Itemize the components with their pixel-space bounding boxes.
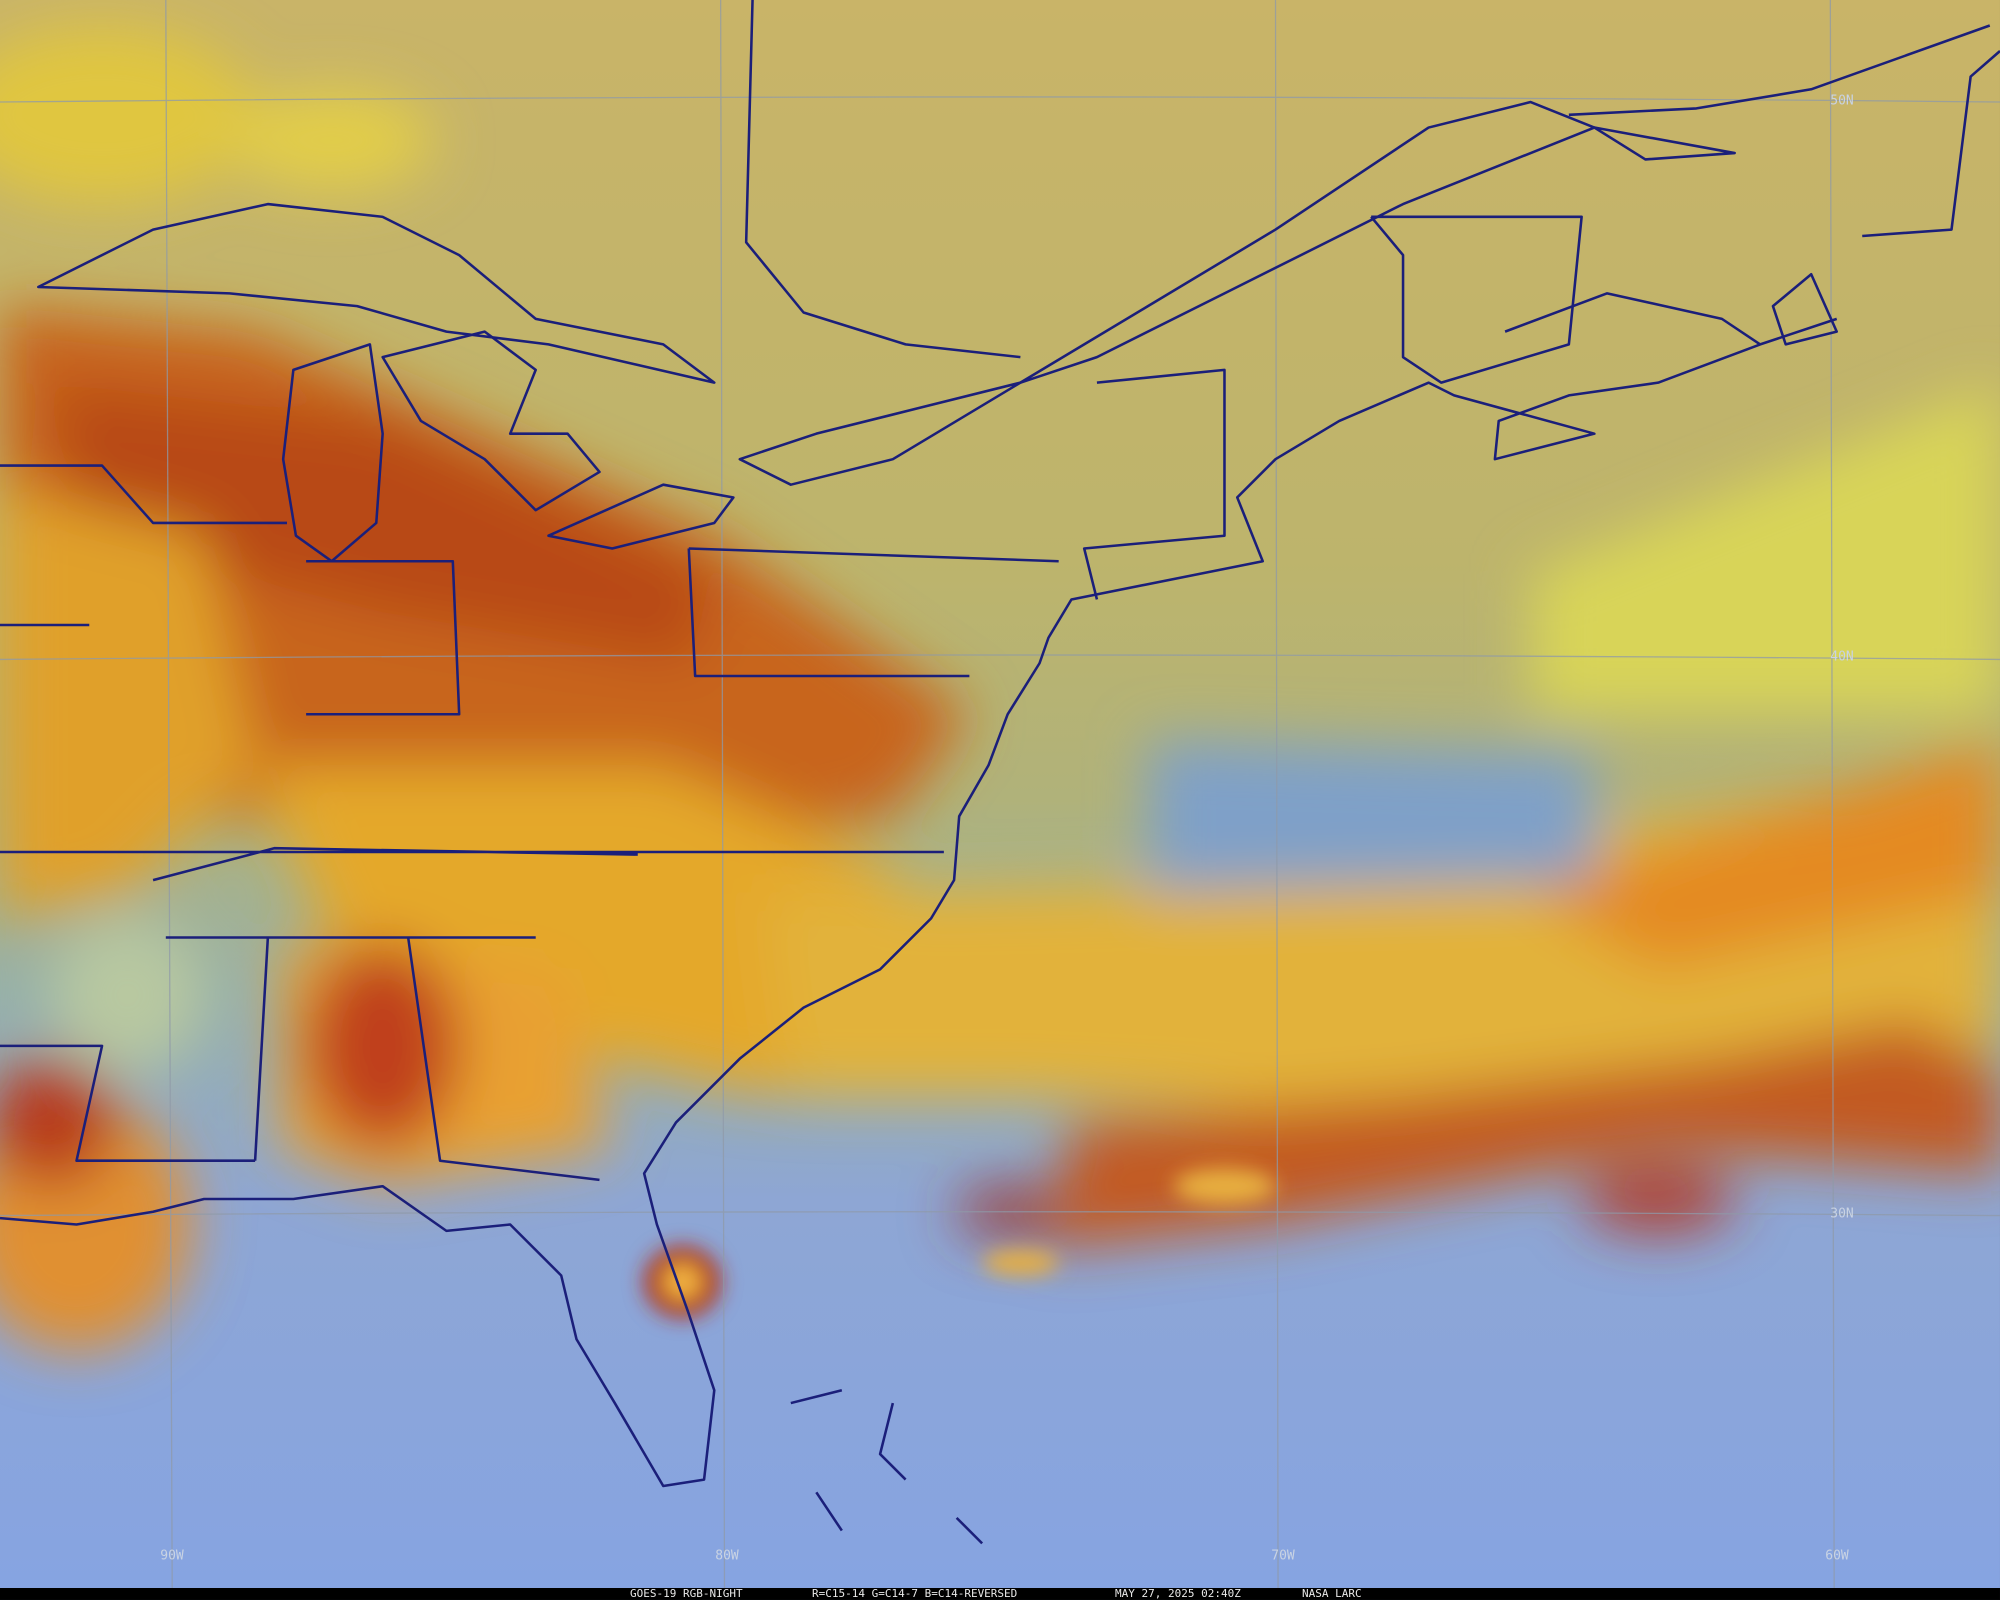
longitude-label: 90W xyxy=(160,1549,184,1564)
longitude-label: 80W xyxy=(715,1549,739,1564)
latitude-label: 50N xyxy=(1830,94,1853,109)
coastlines xyxy=(0,0,2000,1545)
footer-recipe: R=C15-14 G=C14-7 B=C14-REVERSED xyxy=(812,1587,1017,1600)
longitude-label: 70W xyxy=(1271,1549,1295,1564)
longitude-label: 60W xyxy=(1825,1549,1849,1564)
latitude-label: 30N xyxy=(1830,1207,1853,1222)
latitude-label: 40N xyxy=(1830,650,1853,665)
footer-product: GOES-19 RGB-NIGHT xyxy=(630,1587,743,1600)
footer-timestamp: MAY 27, 2025 02:40Z xyxy=(1115,1587,1241,1600)
footer-credit: NASA LARC xyxy=(1302,1587,1362,1600)
